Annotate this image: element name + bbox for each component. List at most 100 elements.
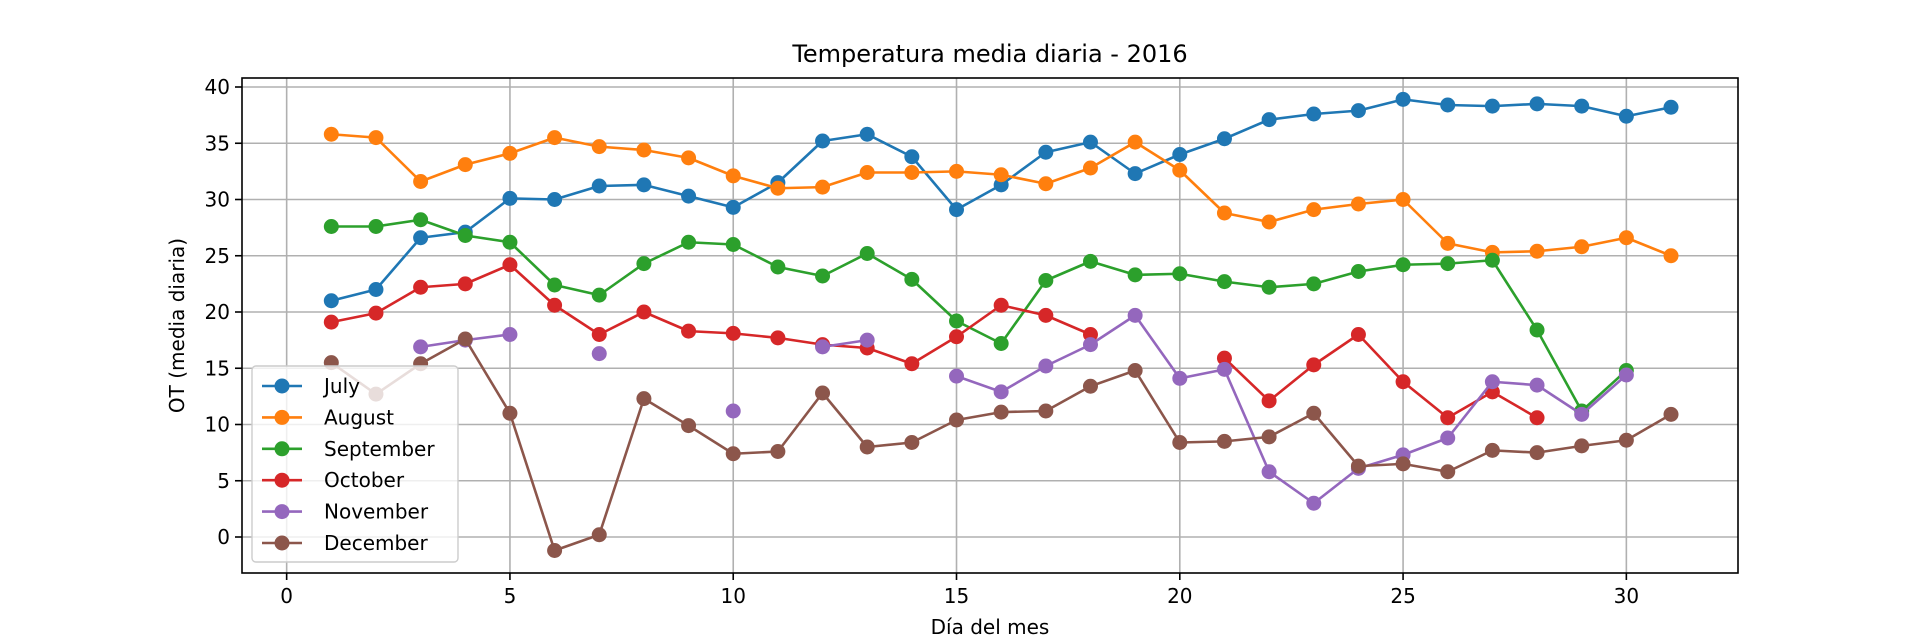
data-point [949,329,965,345]
data-point [1529,322,1545,338]
legend-label: August [324,405,394,429]
data-point [725,403,741,419]
data-point [993,297,1009,313]
data-point [1440,256,1456,272]
data-point [1484,252,1500,268]
data-point [636,391,652,407]
axis-ticks: 0 5 10 15 20 25 30 0 5 10 15 20 25 30 35 40 [205,75,1640,608]
data-point [413,279,429,295]
chart-title: Temperatura media diaria - 2016 [791,40,1187,68]
data-point [1306,495,1322,511]
data-point [1216,131,1232,147]
data-point [591,527,607,543]
data-point [1529,243,1545,259]
data-point [681,234,697,250]
data-point [1306,276,1322,292]
data-point [1440,97,1456,113]
data-point [949,202,965,218]
series-line [1223,333,1539,420]
data-point [681,323,697,339]
data-point [636,177,652,193]
data-point [1082,337,1098,353]
data-point [1261,429,1277,445]
y-tick-label: 20 [205,300,230,324]
data-point [1216,274,1232,290]
data-point [1395,91,1411,107]
legend: July August September October November Decemb… [251,365,459,563]
data-point [1127,267,1143,283]
data-point [949,163,965,179]
data-point [725,446,741,462]
y-tick-label: 0 [217,525,230,549]
data-point [1216,350,1232,366]
data-point [1038,144,1054,160]
y-axis-label: OT (media diaria) [165,238,189,413]
data-point [1440,410,1456,426]
data-point [1038,273,1054,288]
data-point [1350,264,1366,279]
data-point [1172,147,1188,162]
data-point [904,435,920,450]
data-point [815,385,831,401]
data-point [949,412,965,428]
data-point [1038,307,1054,323]
data-point [993,336,1009,351]
legend-marker [274,535,290,551]
x-tick-label: 10 [720,584,745,608]
data-point [725,325,741,341]
data-point [1574,239,1590,255]
data-point [904,165,920,180]
data-point [725,237,741,252]
legend-label: September [324,437,435,461]
data-point [681,150,697,166]
data-point [502,405,518,421]
data-point [547,297,563,313]
data-point [457,157,473,173]
data-point [413,339,429,355]
data-point [1127,166,1143,182]
data-point [591,178,607,194]
legend-marker [274,472,290,488]
legend-marker [274,504,290,520]
data-point [904,149,920,165]
data-point [815,268,831,284]
data-point [1216,433,1232,449]
series-layer [323,91,1679,558]
x-tick-label: 30 [1614,584,1639,608]
legend-marker [274,378,290,394]
data-point [770,180,786,196]
data-point [413,230,429,246]
series-september [323,212,1634,419]
data-point [1618,230,1634,246]
data-point [1127,363,1143,378]
data-point [904,356,920,372]
data-point [904,271,920,287]
data-point [1663,99,1679,115]
data-point [949,313,965,329]
data-point [725,199,741,215]
data-point [1261,393,1277,409]
data-point [1484,374,1500,390]
data-point [1663,248,1679,264]
legend-item-september: September [262,437,435,461]
data-point [457,276,473,292]
data-point [1261,464,1277,480]
data-point [1440,235,1456,251]
data-point [1529,377,1545,393]
data-point [1038,403,1054,419]
x-tick-label: 20 [1167,584,1192,608]
data-point [1082,253,1098,269]
data-point [1529,445,1545,461]
data-point [1574,98,1590,114]
data-point [1127,134,1143,150]
legend-label: October [324,468,405,492]
data-point [413,174,429,189]
data-point [1172,435,1188,450]
data-point [1261,112,1277,128]
data-point [725,168,741,184]
data-point [1306,106,1322,122]
data-point [1306,202,1322,218]
y-tick-label: 40 [205,75,230,99]
x-tick-label: 0 [280,584,293,608]
